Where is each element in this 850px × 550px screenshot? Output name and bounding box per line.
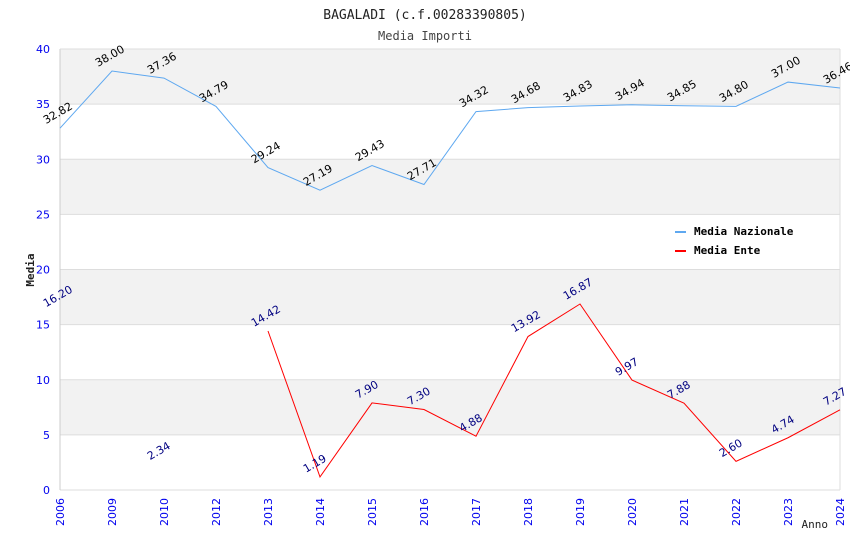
x-tick-label: 2021: [678, 498, 691, 526]
x-tick-label: 2012: [210, 498, 223, 526]
y-tick-label: 35: [36, 98, 50, 111]
data-label: 2.60: [717, 436, 745, 460]
x-tick-label: 2017: [470, 498, 483, 526]
x-tick-label: 2015: [366, 498, 379, 526]
x-tick-label: 2022: [730, 498, 743, 526]
y-tick-label: 40: [36, 43, 50, 56]
x-tick-label: 2019: [574, 498, 587, 526]
y-tick-label: 20: [36, 264, 50, 277]
x-tick-label: 2014: [314, 498, 327, 526]
data-label: 2.34: [145, 439, 173, 463]
y-tick-label: 5: [43, 429, 50, 442]
chart-subtitle: Media Importi: [378, 29, 472, 43]
x-tick-label: 2020: [626, 498, 639, 526]
y-tick-label: 10: [36, 374, 50, 387]
x-tick-label: 2009: [106, 498, 119, 526]
x-tick-label: 2018: [522, 498, 535, 526]
x-tick-label: 2010: [158, 498, 171, 526]
data-label: 1.19: [301, 452, 329, 476]
x-axis-label: Anno: [802, 518, 829, 531]
legend-label-nazionale: Media Nazionale: [694, 225, 794, 238]
x-tick-label: 2023: [782, 498, 795, 526]
chart-title: BAGALADI (c.f.00283390805): [323, 8, 527, 23]
y-axis-label: Media: [24, 253, 37, 286]
y-tick-label: 0: [43, 484, 50, 497]
x-tick-label: 2013: [262, 498, 275, 526]
x-tick-label: 2024: [834, 498, 847, 526]
x-tick-label: 2016: [418, 498, 431, 526]
grid-band: [60, 269, 840, 325]
y-tick-label: 25: [36, 208, 50, 221]
y-tick-label: 15: [36, 319, 50, 332]
grid-band: [60, 159, 840, 215]
legend-label-ente: Media Ente: [694, 244, 761, 257]
series-line-0: [59, 70, 841, 191]
legend: Media Nazionale Media Ente: [670, 220, 810, 262]
grid-band: [60, 379, 840, 435]
series-line-1: [267, 303, 841, 478]
y-tick-label: 30: [36, 153, 50, 166]
x-tick-label: 2006: [54, 498, 67, 526]
grid-band: [60, 49, 840, 105]
